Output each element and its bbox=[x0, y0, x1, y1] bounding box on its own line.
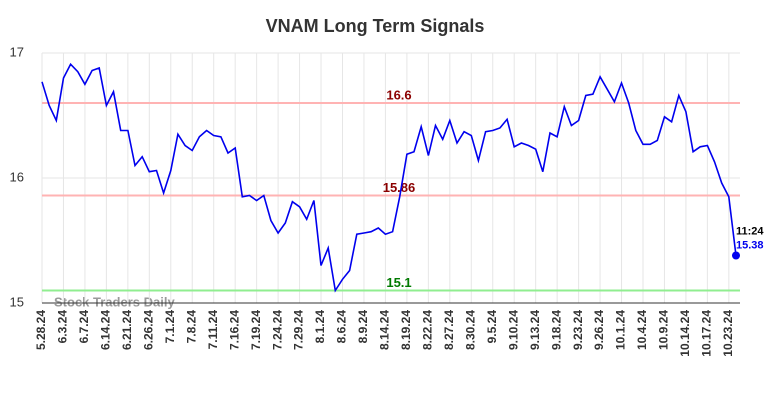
last-time: 11:24 bbox=[736, 225, 764, 237]
y-tick-label: 15 bbox=[10, 294, 24, 309]
last-value: 15.38 bbox=[736, 239, 764, 251]
x-tick-label: 7.8.24 bbox=[184, 310, 198, 344]
x-tick-label: 9.10.24 bbox=[506, 310, 520, 350]
x-tick-label: 10.4.24 bbox=[635, 310, 649, 350]
x-tick-label: 6.7.24 bbox=[77, 310, 91, 344]
signal-label: 15.86 bbox=[383, 180, 416, 195]
x-tick-label: 6.21.24 bbox=[120, 310, 134, 350]
x-tick-label: 9.13.24 bbox=[528, 310, 542, 350]
x-tick-label: 8.30.24 bbox=[463, 310, 477, 350]
x-tick-label: 7.29.24 bbox=[292, 310, 306, 350]
x-tick-label: 9.18.24 bbox=[549, 310, 563, 350]
chart-title: VNAM Long Term Signals bbox=[266, 16, 485, 36]
x-tick-label: 10.14.24 bbox=[678, 310, 692, 357]
x-tick-label: 8.1.24 bbox=[313, 310, 327, 344]
price-line bbox=[41, 62, 737, 293]
signal-label: 15.1 bbox=[386, 275, 411, 290]
x-tick-label: 7.11.24 bbox=[206, 310, 220, 350]
last-point bbox=[732, 251, 740, 260]
x-tick-label: 8.27.24 bbox=[442, 310, 456, 350]
watermark: Stock Traders Daily bbox=[54, 294, 175, 309]
x-tick-label: 6.26.24 bbox=[141, 310, 155, 350]
x-tick-label: 5.28.24 bbox=[34, 310, 48, 350]
x-tick-label: 7.24.24 bbox=[270, 310, 284, 350]
x-tick-label: 10.17.24 bbox=[700, 310, 714, 357]
x-tick-label: 7.1.24 bbox=[163, 310, 177, 344]
x-tick-label: 7.16.24 bbox=[227, 310, 241, 350]
x-tick-label: 6.3.24 bbox=[56, 310, 70, 344]
x-tick-label: 9.26.24 bbox=[592, 310, 606, 350]
x-tick-label: 8.6.24 bbox=[335, 310, 349, 344]
x-tick-label: 6.14.24 bbox=[99, 310, 113, 350]
x-tick-label: 7.19.24 bbox=[249, 310, 263, 350]
signal-label: 16.6 bbox=[386, 87, 411, 102]
x-tick-label: 10.9.24 bbox=[657, 310, 671, 350]
y-tick-label: 17 bbox=[10, 44, 24, 59]
y-tick-label: 16 bbox=[10, 169, 24, 184]
x-tick-label: 8.19.24 bbox=[399, 310, 413, 350]
x-tick-label: 10.1.24 bbox=[614, 310, 628, 350]
x-tick-label: 8.14.24 bbox=[378, 310, 392, 350]
x-tick-label: 8.22.24 bbox=[421, 310, 435, 350]
x-tick-label: 10.23.24 bbox=[721, 310, 735, 357]
x-tick-label: 8.9.24 bbox=[356, 310, 370, 344]
x-tick-label: 9.5.24 bbox=[485, 310, 499, 344]
x-tick-label: 9.23.24 bbox=[571, 310, 585, 350]
